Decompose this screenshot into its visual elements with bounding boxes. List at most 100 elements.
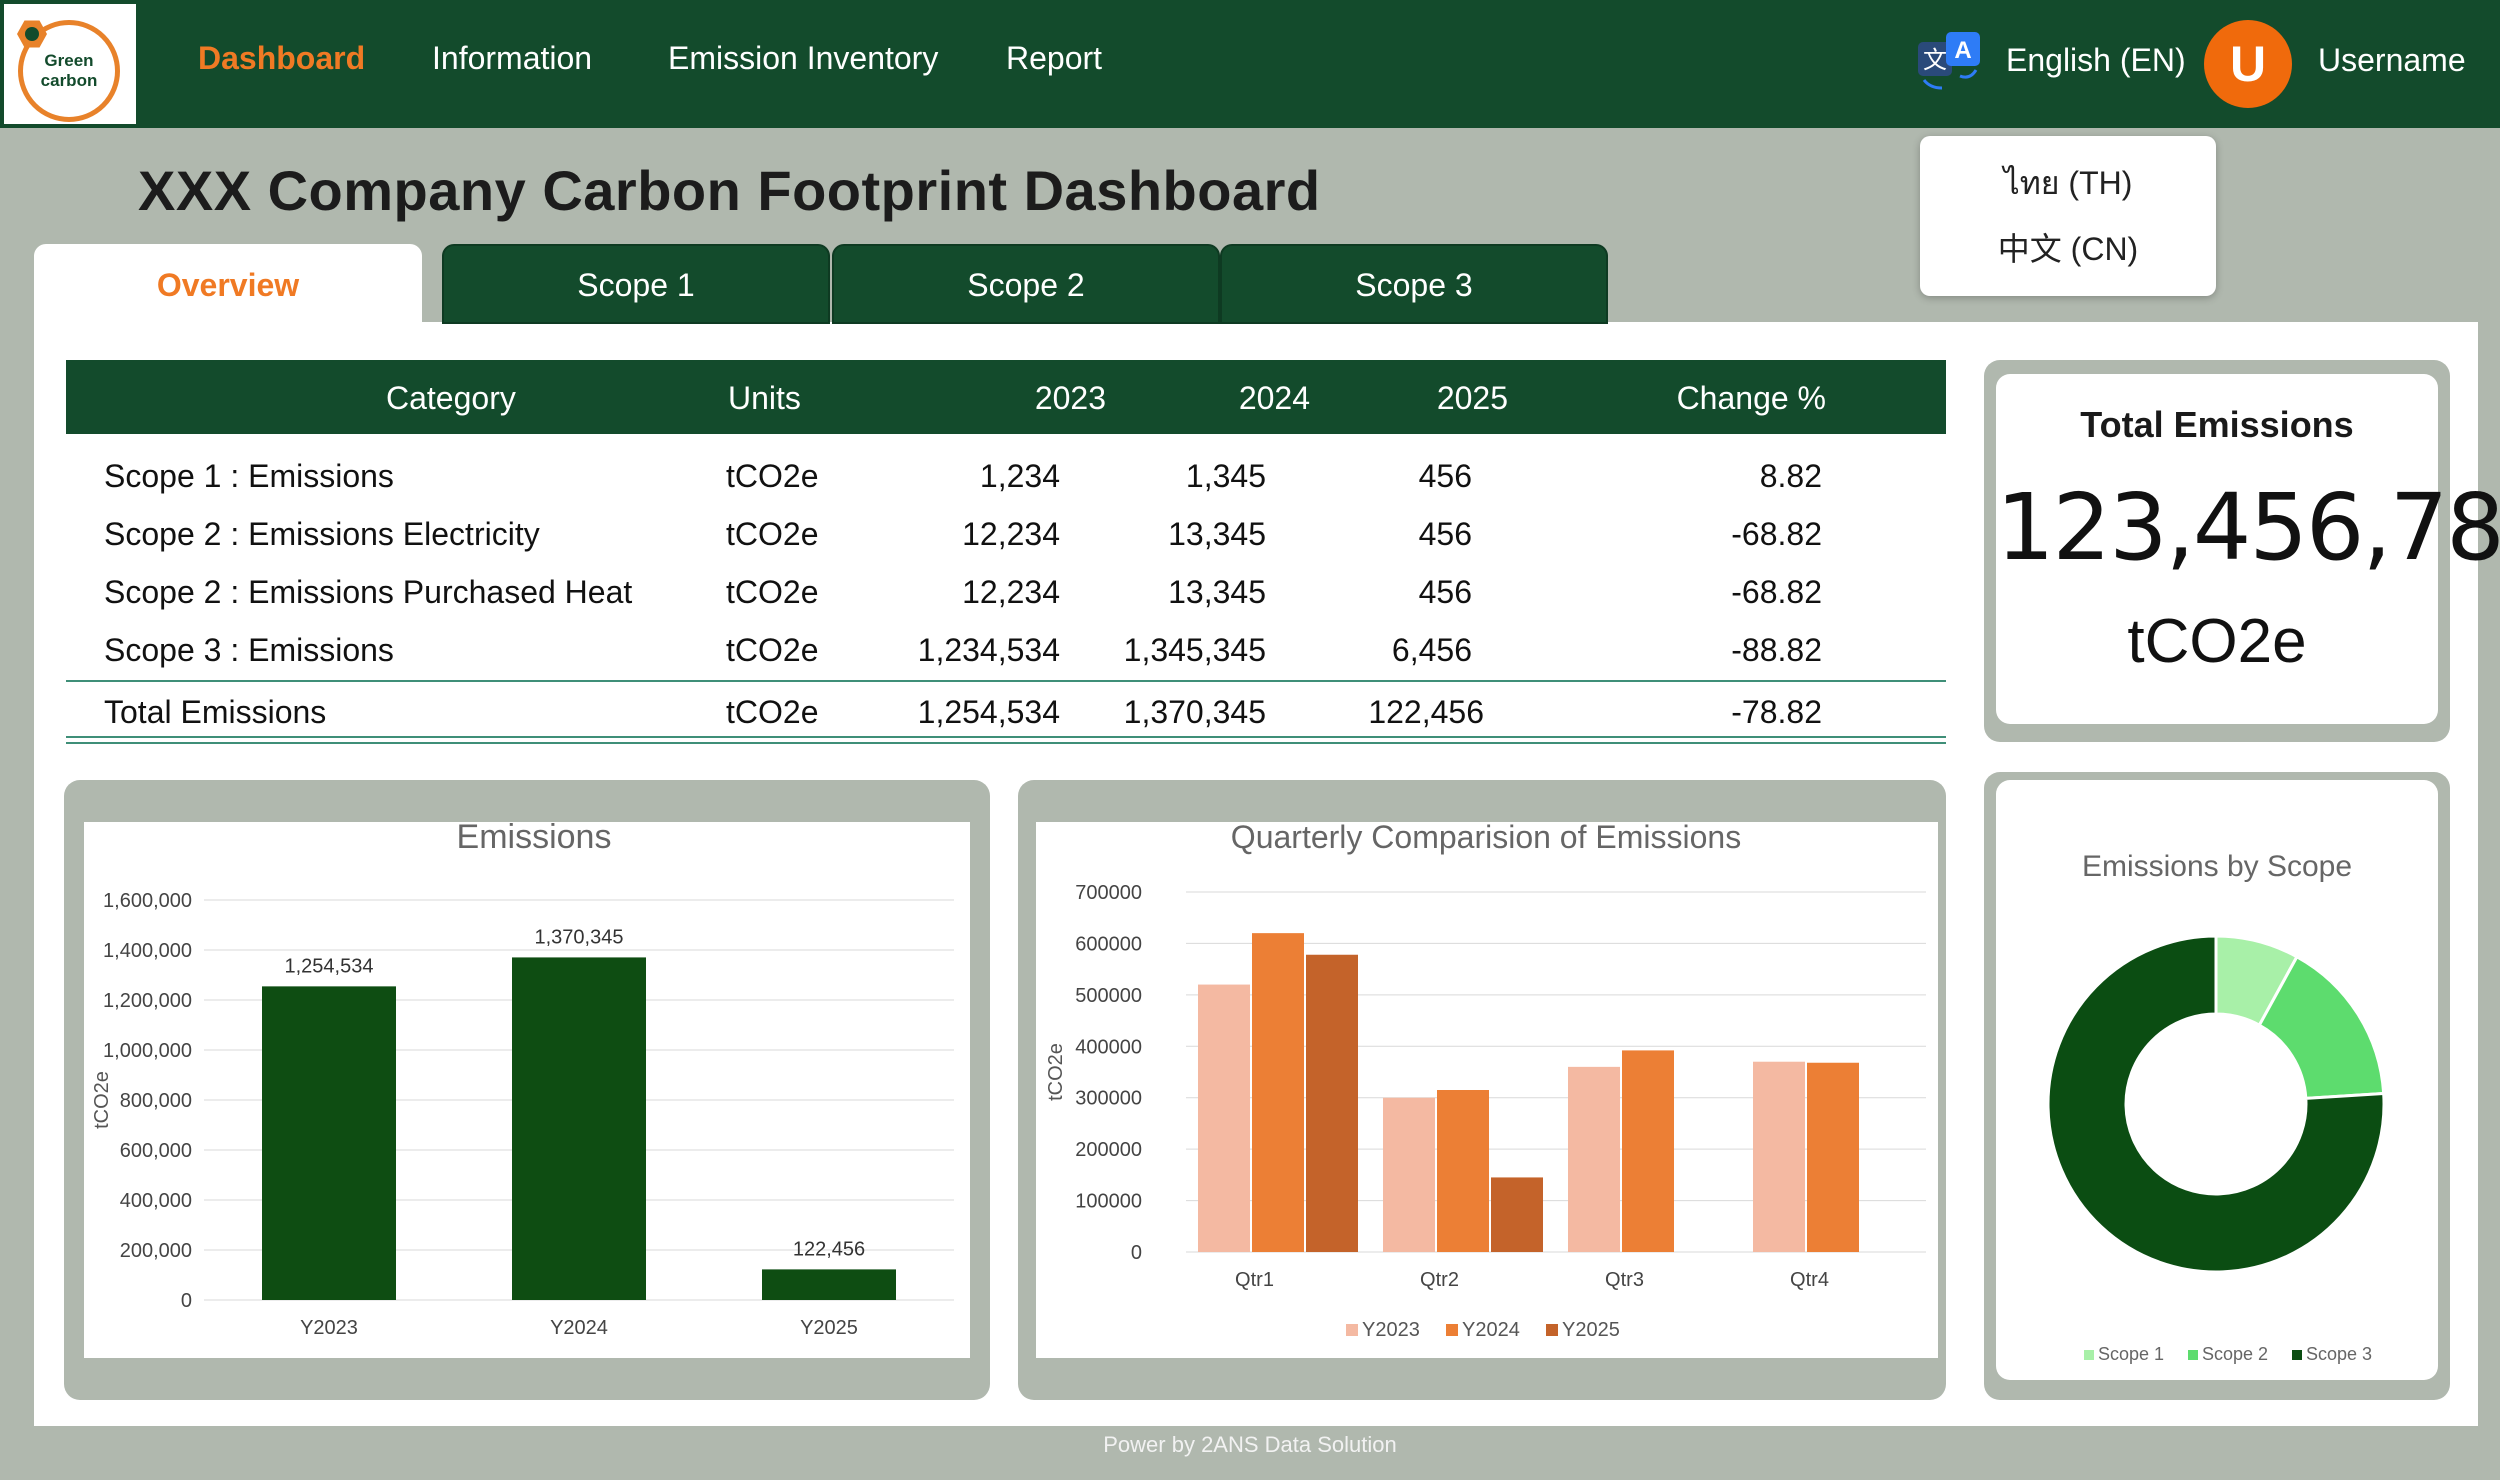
svg-text:A: A [1954, 37, 1971, 64]
legend-label: Scope 2 [2202, 1344, 2268, 1364]
scope-donut-chart: Emissions by Scope Scope 1 Scope 2 Scope 3 [2046, 850, 2386, 1364]
top-navigation: Green carbon Dashboard Information Emiss… [0, 0, 2500, 128]
legend-swatch [1446, 1324, 1458, 1336]
legend-label: Scope 1 [2098, 1344, 2164, 1364]
svg-text:文: 文 [1923, 47, 1947, 74]
bar [1753, 1061, 1805, 1252]
x-tick-label: Qtr1 [1235, 1269, 1274, 1291]
column-header-units: Units [728, 380, 801, 416]
tab-overview[interactable]: Overview [34, 244, 422, 324]
cell-2024: 1,370,345 [1123, 694, 1266, 730]
tab-scope-2[interactable]: Scope 2 [832, 244, 1220, 324]
cell-category: Scope 2 : Emissions Purchased Heat [104, 574, 633, 610]
y-tick-label: 600,000 [120, 1140, 192, 1162]
bar [1568, 1066, 1620, 1252]
footer: Power by 2ANS Data Solution [1103, 1432, 1397, 1457]
cell-2023: 1,234,534 [917, 632, 1060, 668]
quarterly-chart-area: Quarterly Comparision of Emissions tCO2e 0… [1036, 819, 1938, 1358]
tab-scope-1[interactable]: Scope 1 [442, 244, 830, 324]
nav-information[interactable]: Information [432, 40, 593, 76]
legend-swatch [1346, 1324, 1358, 1336]
y-tick-label: 1,200,000 [103, 990, 192, 1012]
cell-2023: 1,234 [979, 458, 1060, 494]
logo-ring: Green carbon [17, 20, 120, 122]
cell-category: Scope 2 : Emissions Electricity [104, 516, 540, 552]
language-dropdown: ไทย (TH) 中文 (CN) [1920, 136, 2216, 296]
emissions-bar-chart: Emissions tCO2e 0 200,000 400,000 600,000 800,… [91, 818, 954, 1339]
legend-swatch [2188, 1350, 2198, 1360]
x-tick-label: Y2025 [800, 1317, 858, 1339]
x-tick-label: Y2023 [300, 1317, 358, 1339]
legend-label: Y2025 [1562, 1319, 1620, 1341]
bar [1622, 1050, 1674, 1252]
y-tick-label: 200000 [1075, 1139, 1142, 1161]
chart-title: Emissions by Scope [2082, 850, 2352, 883]
language-option-cn[interactable]: 中文 (CN) [1997, 231, 2139, 267]
y-tick-label: 1,600,000 [103, 890, 192, 912]
data-label: 122,456 [793, 1238, 865, 1260]
cell-2023: 12,234 [962, 516, 1060, 552]
language-option-th[interactable]: ไทย (TH) [2003, 165, 2133, 201]
legend-swatch [2084, 1350, 2094, 1360]
cell-2023: 12,234 [962, 574, 1060, 610]
cell-2025: 6,456 [1391, 632, 1472, 668]
y-tick-label: 0 [1131, 1242, 1142, 1264]
bar [1383, 1097, 1435, 1252]
cell-2025: 456 [1418, 574, 1472, 610]
cell-2025: 456 [1418, 516, 1472, 552]
total-emissions-value: 123,456,789 [1996, 474, 2500, 581]
cell-units: tCO2e [726, 574, 819, 610]
cell-2025: 122,456 [1368, 694, 1484, 730]
nav-dashboard[interactable]: Dashboard [198, 40, 366, 76]
logo[interactable]: Green carbon [4, 4, 136, 124]
nav-emission-inventory[interactable]: Emission Inventory [668, 40, 939, 76]
donut-slice [2046, 934, 2386, 1274]
chart-title: Quarterly Comparision of Emissions [1231, 822, 1741, 855]
cell-2023: 1,254,534 [917, 694, 1060, 730]
cell-2024: 13,345 [1168, 574, 1266, 610]
x-tick-label: Qtr2 [1420, 1269, 1459, 1291]
translate-icon[interactable]: 文 A [1916, 28, 1986, 92]
nav-report[interactable]: Report [1006, 40, 1103, 76]
table-bottom-line [66, 736, 1946, 738]
bar [1252, 933, 1304, 1252]
y-tick-label: 800,000 [120, 1090, 192, 1112]
quarterly-bar-chart: Quarterly Comparision of Emissions tCO2e 0… [1045, 819, 1926, 1341]
cell-change: -68.82 [1731, 516, 1822, 552]
cell-units: tCO2e [726, 458, 819, 494]
bar [1807, 1062, 1859, 1252]
emissions-chart-card: Emissions tCO2e 0 200,000 400,000 600,000 800,… [64, 780, 990, 1400]
username[interactable]: Username [2318, 42, 2466, 78]
y-tick-label: 1,000,000 [103, 1040, 192, 1062]
avatar[interactable]: U [2204, 20, 2292, 108]
cell-category: Scope 3 : Emissions [104, 632, 394, 668]
cell-units: tCO2e [726, 694, 819, 730]
cell-2024: 13,345 [1168, 516, 1266, 552]
cell-2024: 1,345 [1185, 458, 1266, 494]
column-header-2023: 2023 [1034, 380, 1106, 416]
bar [512, 957, 646, 1300]
y-tick-label: 600000 [1075, 933, 1142, 955]
tab-scope-3[interactable]: Scope 3 [1220, 244, 1608, 324]
total-emissions-card: Total Emissions 123,456,789 tCO2e [1984, 360, 2500, 742]
quarterly-chart-card: Quarterly Comparision of Emissions tCO2e 0… [1018, 780, 1946, 1400]
leaf-icon [17, 20, 47, 48]
data-label: 1,370,345 [535, 926, 624, 948]
legend-label: Scope 3 [2306, 1344, 2372, 1364]
cell-2024: 1,345,345 [1123, 632, 1266, 668]
logo-line2: carbon [40, 71, 98, 90]
bar [262, 986, 396, 1300]
cell-change: -78.82 [1731, 694, 1822, 730]
legend-swatch [1546, 1324, 1558, 1336]
table-header: Category Units 2023 2024 2025 Change % [66, 360, 1946, 434]
total-emissions-card-body: Total Emissions 123,456,789 tCO2e [1996, 374, 2500, 724]
column-header-category: Category [386, 380, 516, 416]
legend-label: Y2023 [1362, 1319, 1420, 1341]
emissions-chart-area: Emissions tCO2e 0 200,000 400,000 600,000 800,… [84, 818, 970, 1358]
y-tick-label: 300000 [1075, 1088, 1142, 1110]
cell-change: -88.82 [1731, 632, 1822, 668]
y-axis-label: tCO2e [1045, 1043, 1067, 1101]
total-emissions-unit: tCO2e [2127, 607, 2307, 676]
language-selector[interactable]: English (EN) [2006, 42, 2186, 78]
scope-chart-area: Emissions by Scope Scope 1 Scope 2 Scope 3 [1996, 780, 2438, 1380]
